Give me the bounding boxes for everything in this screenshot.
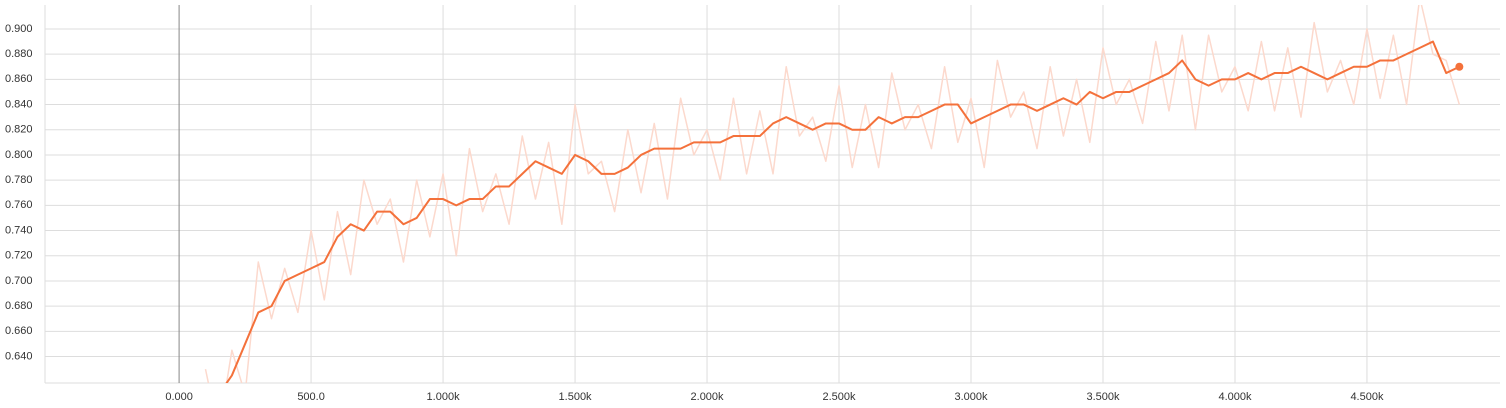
x-tick-label: 3.500k — [1086, 391, 1120, 403]
y-tick-label: 0.880 — [5, 48, 33, 60]
y-tick-label: 0.820 — [5, 124, 33, 136]
x-tick-label: 3.000k — [954, 391, 988, 403]
y-tick-label: 0.720 — [5, 250, 33, 262]
x-tick-label: 1.000k — [427, 391, 461, 403]
plot-area — [204, 5, 1464, 383]
x-tick-label: 4.000k — [1218, 391, 1252, 403]
y-tick-label: 0.900 — [5, 23, 33, 35]
raw-line — [204, 5, 1461, 383]
x-tick-label: 500.0 — [297, 391, 325, 403]
x-tick-label: 0.000 — [165, 391, 193, 403]
y-tick-label: 0.740 — [5, 224, 33, 236]
end-marker — [1455, 62, 1464, 71]
x-tick-label: 2.500k — [823, 391, 857, 403]
y-tick-label: 0.660 — [5, 325, 33, 337]
grid — [44, 5, 1500, 384]
y-tick-label: 0.700 — [5, 275, 33, 287]
y-tick-label: 0.760 — [5, 199, 33, 211]
x-tick-label: 2.000k — [691, 391, 725, 403]
y-tick-label: 0.640 — [5, 350, 33, 362]
y-tick-label: 0.860 — [5, 73, 33, 85]
smoothed-line — [225, 40, 1460, 383]
y-tick-label: 0.680 — [5, 300, 33, 312]
y-tick-label: 0.780 — [5, 174, 33, 186]
y-tick-label: 0.840 — [5, 98, 33, 110]
x-tick-label: 4.500k — [1350, 391, 1384, 403]
x-tick-label: 1.500k — [559, 391, 593, 403]
y-tick-label: 0.800 — [5, 149, 33, 161]
axis-labels: 0.640 0.660 0.680 0.700 0.720 0.740 0.760 0.780… — [5, 23, 1384, 403]
